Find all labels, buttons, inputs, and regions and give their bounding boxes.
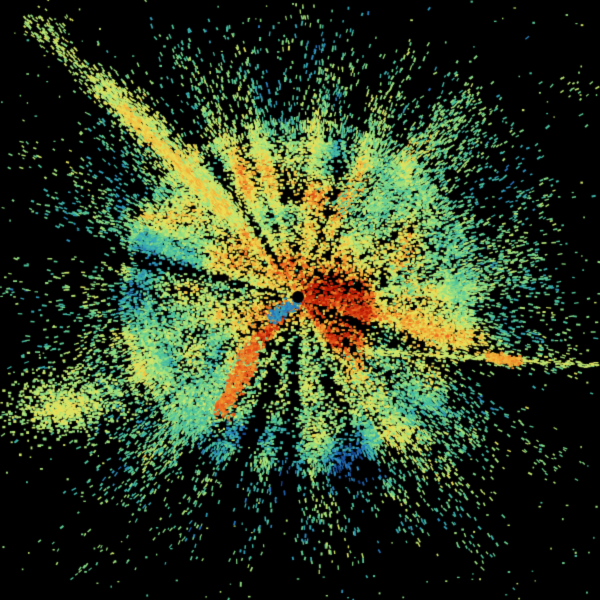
radar-scatter-canvas — [0, 0, 600, 600]
radar-display — [0, 0, 600, 600]
